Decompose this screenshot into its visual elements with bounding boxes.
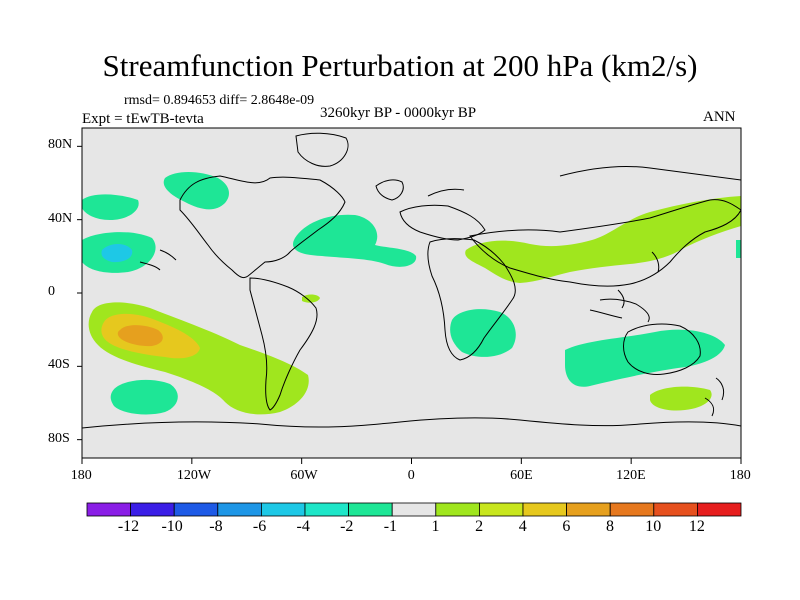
north-atlantic-lobe-negative	[82, 194, 139, 220]
colorbar-label: 12	[688, 518, 705, 535]
colorbar-label: 4	[518, 518, 527, 535]
colorbar-swatch	[566, 502, 611, 517]
experiment-label: Expt = tEwTB-tevta	[82, 111, 204, 127]
north-america-negative	[163, 172, 230, 210]
x-label-180W: 180	[70, 468, 92, 483]
contour-fields	[82, 172, 741, 415]
equatorial-patch-positive	[302, 294, 320, 303]
colorbar-swatch	[260, 502, 306, 517]
colorbar-swatch	[653, 502, 698, 517]
colorbar-label: -12	[117, 518, 140, 535]
colorbar-swatch	[86, 502, 131, 517]
x-label-180E: 180	[729, 468, 751, 483]
colorbar-label: 10	[645, 518, 662, 535]
australia-negative	[565, 329, 725, 387]
y-label-80S: 80S	[48, 430, 70, 446]
colorbar-label: 1	[431, 518, 440, 535]
colorbar-label: -10	[161, 518, 183, 535]
colorbar-label: 8	[605, 518, 614, 535]
colorbar-swatch	[609, 502, 655, 517]
axis-ticks	[77, 145, 742, 464]
colorbar-label: -4	[296, 518, 310, 535]
colorbar-swatch	[391, 502, 437, 517]
y-label-40N: 40N	[48, 210, 73, 226]
north-atlantic-negative	[293, 214, 417, 267]
colorbar-label: -6	[252, 518, 267, 535]
south-pacific-peak-positive	[117, 325, 163, 347]
colorbar-label: -2	[340, 518, 354, 535]
colorbar-swatch	[435, 502, 480, 517]
x-label-120E: 120E	[616, 468, 646, 483]
colorbar-label: -1	[383, 518, 398, 535]
season-label: ANN	[703, 109, 736, 125]
colorbar-swatch	[130, 502, 175, 517]
africa-negative	[450, 309, 516, 357]
southern-ocean-positive	[650, 386, 712, 411]
colorbar-swatch	[173, 502, 219, 517]
colorbar-swatch	[348, 502, 393, 517]
stats-subtitle: rmsd= 0.894653 diff= 2.8648e-09	[124, 93, 315, 108]
colorbar-label: -8	[209, 518, 223, 535]
east-pacific-negative	[736, 240, 741, 258]
colorbar-swatch	[478, 502, 524, 517]
colorbar-swatch	[304, 502, 349, 517]
coastlines	[82, 132, 741, 429]
x-label-120W: 120W	[176, 468, 212, 483]
north-pacific-core-negative	[101, 244, 133, 263]
x-label-60W: 60W	[290, 468, 318, 483]
y-label-40S: 40S	[48, 357, 70, 373]
colorbar-swatch	[697, 502, 742, 517]
period-label: 3260kyr BP - 0000kyr BP	[320, 105, 477, 121]
colorbar-label: 2	[475, 518, 484, 535]
colorbar-swatch	[217, 502, 262, 517]
x-label-60E: 60E	[510, 468, 533, 483]
y-label-80N: 80N	[48, 137, 73, 153]
x-label-0: 0	[407, 468, 415, 483]
colorbar-swatch	[522, 502, 567, 517]
colorbar-label: 6	[562, 518, 571, 535]
south-pacific-lower-negative	[110, 379, 178, 415]
map-title: Streamfunction Perturbation at 200 hPa (…	[102, 48, 698, 83]
y-label-0: 0	[48, 284, 55, 299]
colorbar	[86, 502, 742, 517]
asia-positive	[465, 196, 741, 283]
